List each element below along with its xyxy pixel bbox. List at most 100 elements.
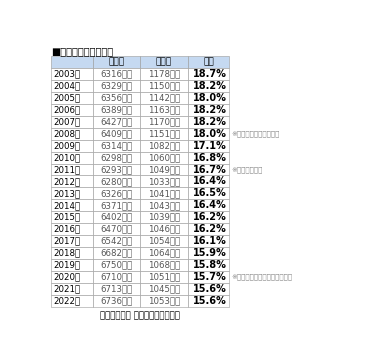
Text: 16.1%: 16.1% [193, 236, 226, 246]
Text: 1043万人: 1043万人 [148, 201, 180, 210]
Bar [51, 188, 93, 199]
Text: 6329万人: 6329万人 [100, 81, 133, 90]
Text: 1163万人: 1163万人 [148, 105, 180, 114]
Text: 2015年: 2015年 [53, 213, 80, 222]
Text: 1151万人: 1151万人 [148, 129, 180, 138]
Text: 2020年: 2020年 [53, 273, 80, 281]
Text: 2016年: 2016年 [53, 225, 80, 234]
Bar [188, 188, 229, 199]
Bar [140, 247, 188, 259]
Bar [51, 247, 93, 259]
Text: 6314万人: 6314万人 [100, 141, 133, 150]
Text: 1046万人: 1046万人 [148, 225, 180, 234]
Text: 2007年: 2007年 [53, 117, 80, 126]
Bar [188, 104, 229, 116]
Text: 製造業: 製造業 [156, 58, 172, 66]
Text: 6402万人: 6402万人 [100, 213, 133, 222]
Bar [93, 56, 140, 68]
Bar [93, 259, 140, 271]
Bar [51, 223, 93, 235]
Bar [188, 247, 229, 259]
Text: 1033万人: 1033万人 [148, 177, 180, 186]
Bar [140, 211, 188, 223]
Bar [140, 199, 188, 211]
Text: 6371万人: 6371万人 [100, 201, 133, 210]
Bar [188, 140, 229, 152]
Bar [140, 68, 188, 80]
Bar [93, 80, 140, 92]
Bar [188, 199, 229, 211]
Bar [93, 176, 140, 188]
Text: 2017年: 2017年 [53, 237, 80, 246]
Bar [93, 247, 140, 259]
Text: 2008年: 2008年 [53, 129, 80, 138]
Bar [93, 271, 140, 283]
Text: 全産業: 全産業 [109, 58, 124, 66]
Text: 1142万人: 1142万人 [148, 93, 180, 102]
Bar [93, 235, 140, 247]
Text: 6316万人: 6316万人 [100, 70, 133, 79]
Text: 総務省統計局 労働力調査より作成: 総務省統計局 労働力調査より作成 [100, 311, 180, 320]
Text: 2003年: 2003年 [53, 70, 80, 79]
Bar [188, 283, 229, 295]
Bar [51, 104, 93, 116]
Bar [93, 128, 140, 140]
Text: 1041万人: 1041万人 [148, 189, 180, 198]
Bar [51, 80, 93, 92]
Bar [140, 176, 188, 188]
Bar [188, 223, 229, 235]
Text: 18.2%: 18.2% [193, 105, 226, 115]
Bar [140, 295, 188, 307]
Text: 6710万人: 6710万人 [100, 273, 133, 281]
Text: 1178万人: 1178万人 [148, 70, 180, 79]
Text: 2018年: 2018年 [53, 249, 80, 258]
Text: 15.6%: 15.6% [193, 284, 226, 294]
Text: 6356万人: 6356万人 [100, 93, 133, 102]
Text: 6542万人: 6542万人 [100, 237, 133, 246]
Text: 18.2%: 18.2% [193, 117, 226, 127]
Bar [93, 152, 140, 164]
Text: 1060万人: 1060万人 [148, 153, 180, 162]
Text: 1049万人: 1049万人 [148, 165, 180, 174]
Text: 2004年: 2004年 [53, 81, 80, 90]
Text: 18.0%: 18.0% [193, 93, 226, 103]
Text: 1170万人: 1170万人 [148, 117, 180, 126]
Bar [93, 295, 140, 307]
Text: ※新型コロナウイルス感染拡大: ※新型コロナウイルス感染拡大 [231, 274, 292, 280]
Bar [140, 92, 188, 104]
Bar [188, 211, 229, 223]
Text: 6326万人: 6326万人 [100, 189, 133, 198]
Text: 16.8%: 16.8% [193, 153, 226, 163]
Text: 6713万人: 6713万人 [100, 285, 133, 293]
Bar [188, 235, 229, 247]
Text: 1150万人: 1150万人 [148, 81, 180, 90]
Text: 6298万人: 6298万人 [100, 153, 133, 162]
Bar [140, 283, 188, 295]
Text: 6293万人: 6293万人 [100, 165, 133, 174]
Text: 2011年: 2011年 [53, 165, 80, 174]
Text: 1064万人: 1064万人 [148, 249, 180, 258]
Text: 1082万人: 1082万人 [148, 141, 180, 150]
Bar [140, 140, 188, 152]
Text: 6736万人: 6736万人 [100, 296, 133, 305]
Bar [140, 56, 188, 68]
Bar [140, 152, 188, 164]
Text: 6389万人: 6389万人 [100, 105, 133, 114]
Text: 6409万人: 6409万人 [100, 129, 133, 138]
Bar [93, 164, 140, 176]
Text: 2021年: 2021年 [53, 285, 80, 293]
Text: 1053万人: 1053万人 [148, 296, 180, 305]
Bar [51, 56, 93, 68]
Text: 17.1%: 17.1% [193, 141, 226, 151]
Text: 2006年: 2006年 [53, 105, 80, 114]
Text: 1051万人: 1051万人 [148, 273, 180, 281]
Bar [140, 116, 188, 128]
Text: 15.8%: 15.8% [193, 260, 226, 270]
Bar [93, 68, 140, 80]
Bar [140, 164, 188, 176]
Text: 6427万人: 6427万人 [100, 117, 133, 126]
Bar [51, 176, 93, 188]
Text: 2013年: 2013年 [53, 189, 80, 198]
Text: 15.6%: 15.6% [193, 296, 226, 306]
Bar [188, 56, 229, 68]
